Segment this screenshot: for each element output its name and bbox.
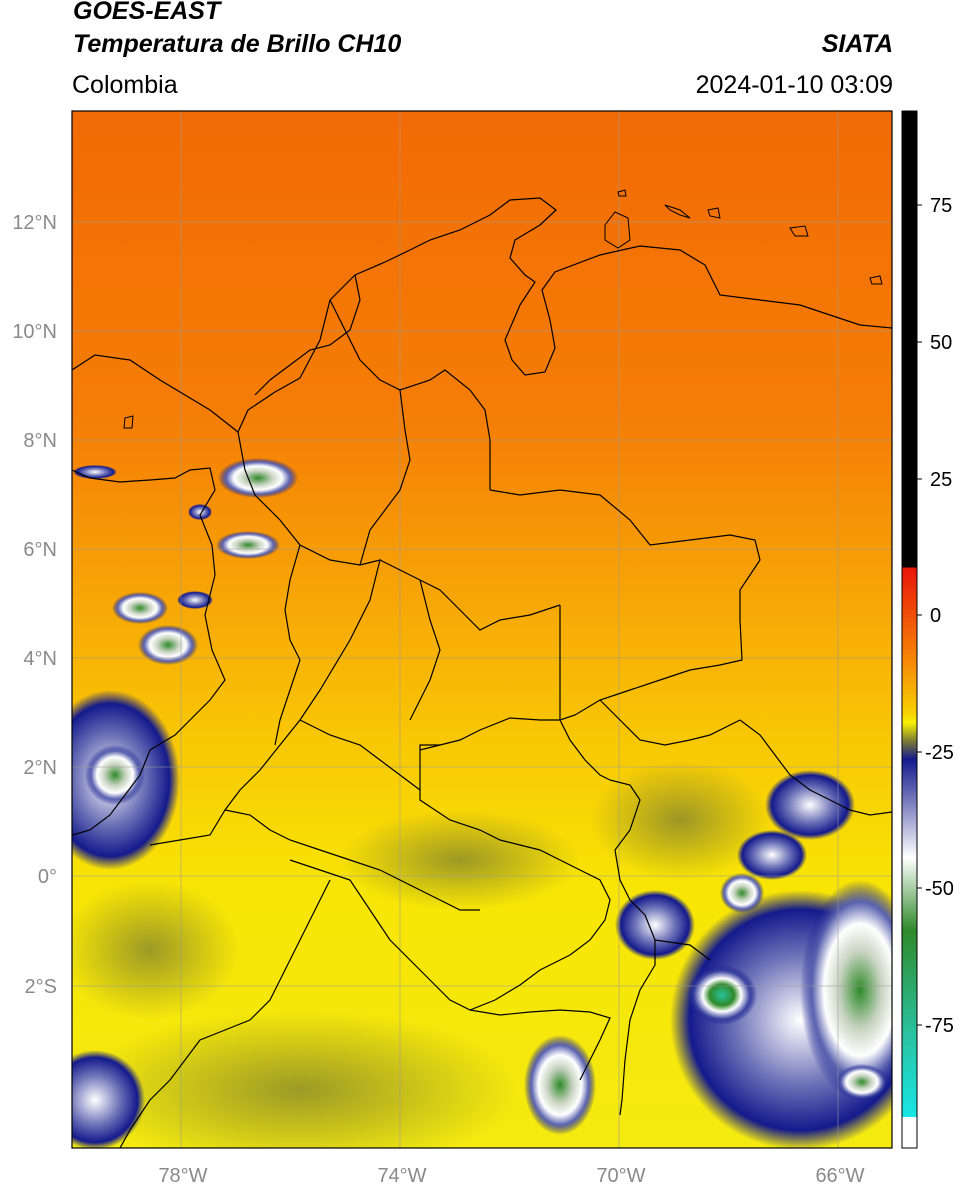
- colorbar-tick-0: 0: [930, 605, 941, 627]
- lat-tick-10n: 10°N: [12, 321, 57, 343]
- coastlines-and-borders: [72, 197, 892, 1148]
- gridlines: [72, 111, 892, 1148]
- colorbar: 75 50 25 0 -25 -50 -75: [901, 110, 954, 1149]
- colorbar-tick-75: 75: [930, 195, 952, 217]
- satellite-title: GOES-EAST: [73, 0, 221, 25]
- colorbar-tick-25: 25: [930, 469, 952, 491]
- lat-tick-2n: 2°N: [23, 757, 57, 779]
- lat-tick-6n: 6°N: [23, 539, 57, 561]
- agency-label: SIATA: [821, 30, 893, 58]
- colorbar-tick-neg25: -25: [925, 742, 954, 764]
- lat-tick-0: 0°: [38, 866, 57, 888]
- lon-tick-labels: 78°W 74°W 70°W 66°W: [158, 1165, 864, 1187]
- lon-tick-66w: 66°W: [815, 1165, 864, 1187]
- brightness-temperature-field: [72, 111, 892, 1148]
- map-frame: [71, 110, 893, 1149]
- lon-tick-74w: 74°W: [377, 1165, 426, 1187]
- lat-tick-4n: 4°N: [23, 648, 57, 670]
- lat-tick-labels: 12°N 10°N 8°N 6°N 4°N 2°N 0° 2°S: [12, 212, 57, 998]
- region-label: Colombia: [72, 71, 178, 99]
- colorbar-tick-50: 50: [930, 332, 952, 354]
- lon-tick-70w: 70°W: [596, 1165, 645, 1187]
- lon-tick-78w: 78°W: [158, 1165, 207, 1187]
- datetime-label: 2024-01-10 03:09: [695, 71, 893, 99]
- islands: [123, 189, 883, 429]
- lat-tick-8n: 8°N: [23, 430, 57, 452]
- colorbar-tick-neg75: -75: [925, 1015, 954, 1037]
- colorbar-gradient: [901, 110, 918, 1149]
- lat-tick-12n: 12°N: [12, 212, 57, 234]
- lat-tick-2s: 2°S: [25, 976, 57, 998]
- colorbar-tick-neg50: -50: [925, 878, 954, 900]
- product-title: Temperatura de Brillo CH10: [73, 30, 402, 58]
